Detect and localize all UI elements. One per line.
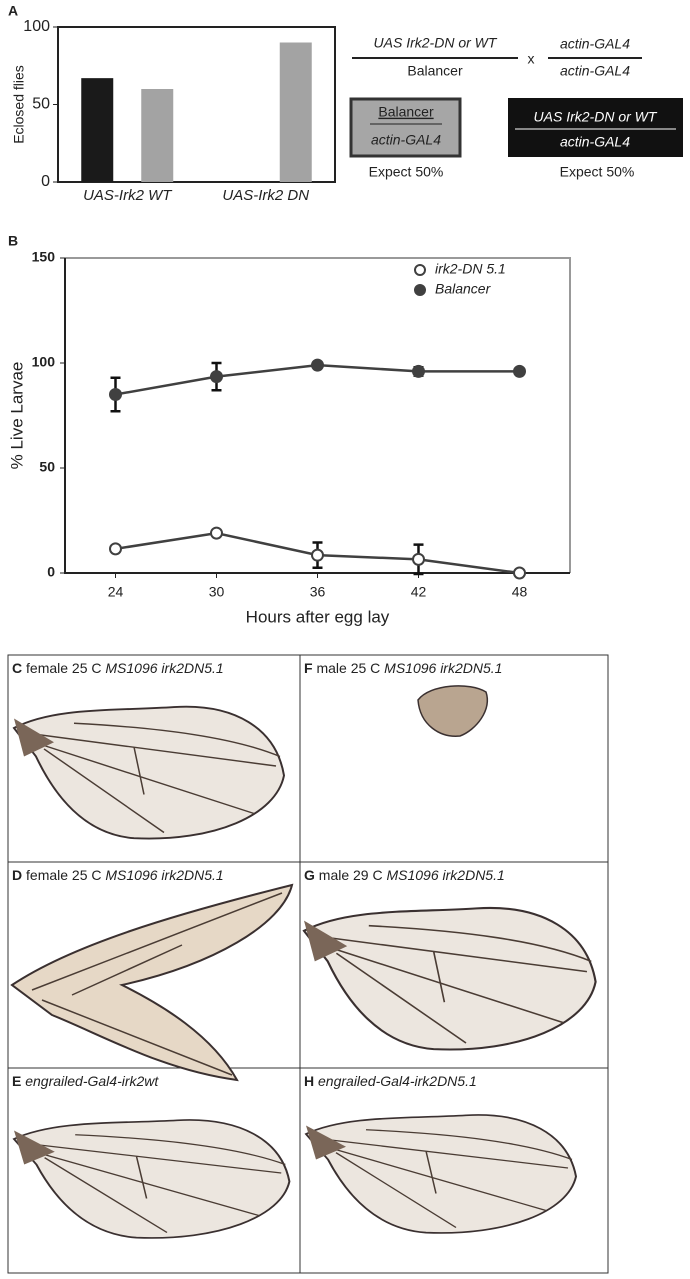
data-point (210, 526, 223, 540)
legend-marker (414, 264, 426, 276)
data-point (311, 358, 324, 372)
offspring-bottom: actin-GAL4 (560, 134, 630, 150)
parent1-top: UAS Irk2-DN or WT (374, 35, 498, 51)
caption-text: male 29 C (319, 867, 383, 883)
offspring-top: Balancer (378, 104, 434, 120)
data-point (513, 364, 526, 378)
caption-text: female 25 C (26, 660, 101, 676)
wing-image (302, 906, 597, 1051)
parent1-bottom: Balancer (407, 63, 463, 79)
plot-frame (65, 257, 571, 573)
panel-frame (7, 654, 609, 1274)
panel-letter: E (12, 1073, 21, 1089)
cross-sign: x (528, 51, 535, 67)
caption-text: male 25 C (316, 660, 380, 676)
genotype: MS1096 irk2DN5.1 (105, 867, 223, 883)
legend-marker (414, 284, 426, 296)
panel-letter: C (12, 660, 22, 676)
y-tick-label: 0 (47, 564, 55, 580)
y-tick-label: 50 (39, 459, 55, 475)
bar (279, 42, 312, 182)
y-axis-label: % Live Larvae (7, 362, 26, 470)
wing-image (13, 705, 285, 840)
x-tick-label: 36 (310, 584, 326, 600)
x-tick-label: 24 (108, 584, 124, 600)
wing-image (12, 1118, 291, 1239)
parent2-top: actin-GAL4 (560, 36, 630, 52)
data-point (412, 552, 425, 566)
cross-diagram: UAS Irk2-DN or WT Balancer x actin-GAL4 … (349, 35, 683, 180)
offspring-box (349, 97, 462, 158)
data-point (513, 566, 526, 580)
x-tick-label: 30 (209, 584, 225, 600)
caption-text: female 25 C (26, 867, 101, 883)
genotype: MS1096 irk2DN5.1 (105, 660, 223, 676)
offspring-top: UAS Irk2-DN or WT (534, 109, 658, 125)
genotype: engrailed-Gal4-irk2DN5.1 (318, 1073, 477, 1089)
caption: F male 25 C MS1096 irk2DN5.1 (304, 660, 502, 676)
x-tick-label: UAS-Irk2 DN (222, 187, 309, 204)
wing-image (10, 883, 294, 1082)
y-tick-label: 150 (32, 249, 56, 265)
legend-label: Balancer (435, 281, 492, 297)
x-axis-label: Hours after egg lay (246, 607, 390, 626)
x-tick-label: 48 (512, 584, 528, 600)
caption: H engrailed-Gal4-irk2DN5.1 (304, 1073, 477, 1089)
panel-letter: D (12, 867, 22, 883)
axes (64, 258, 570, 574)
offspring-box (508, 98, 683, 157)
y-axis-label: Eclosed flies (11, 65, 27, 144)
panel-letter: F (304, 660, 313, 676)
expect-label: Expect 50% (560, 164, 635, 180)
bar (219, 181, 252, 182)
wing-captions: C female 25 C MS1096 irk2DN5.1 F male 25… (12, 660, 505, 1089)
y-tick-label: 100 (32, 354, 56, 370)
caption: D female 25 C MS1096 irk2DN5.1 (12, 867, 224, 883)
bar (81, 78, 114, 182)
genotype: MS1096 irk2DN5.1 (386, 867, 504, 883)
panel-letter: H (304, 1073, 314, 1089)
y-tick-label: 0 (41, 173, 50, 190)
panel-letter: G (304, 867, 315, 883)
caption: C female 25 C MS1096 irk2DN5.1 (12, 660, 224, 676)
y-tick-label: 50 (32, 96, 50, 113)
y-tick-label: 100 (23, 18, 50, 35)
wing-grid (7, 654, 609, 1274)
data-point (311, 548, 324, 562)
genotype: engrailed-Gal4-irk2wt (25, 1073, 159, 1089)
expect-label: Expect 50% (369, 164, 444, 180)
wing-image (305, 1113, 577, 1234)
panel-letter: A (8, 3, 18, 19)
bar (141, 89, 174, 182)
data-point (109, 542, 122, 556)
caption: G male 29 C MS1096 irk2DN5.1 (304, 867, 505, 883)
panel-letter: B (8, 233, 18, 249)
caption: E engrailed-Gal4-irk2wt (12, 1073, 159, 1089)
data-point (412, 364, 425, 378)
legend-label: irk2-DN 5.1 (435, 261, 506, 277)
x-tick-label: UAS-Irk2 WT (83, 187, 173, 204)
x-tick-label: 42 (411, 584, 427, 600)
wing-image (417, 685, 489, 737)
genotype: MS1096 irk2DN5.1 (384, 660, 502, 676)
data-point (210, 370, 223, 384)
parent2-bottom: actin-GAL4 (560, 63, 630, 79)
data-point (109, 388, 122, 401)
wing-images (10, 685, 597, 1239)
offspring-bottom: actin-GAL4 (371, 132, 441, 148)
